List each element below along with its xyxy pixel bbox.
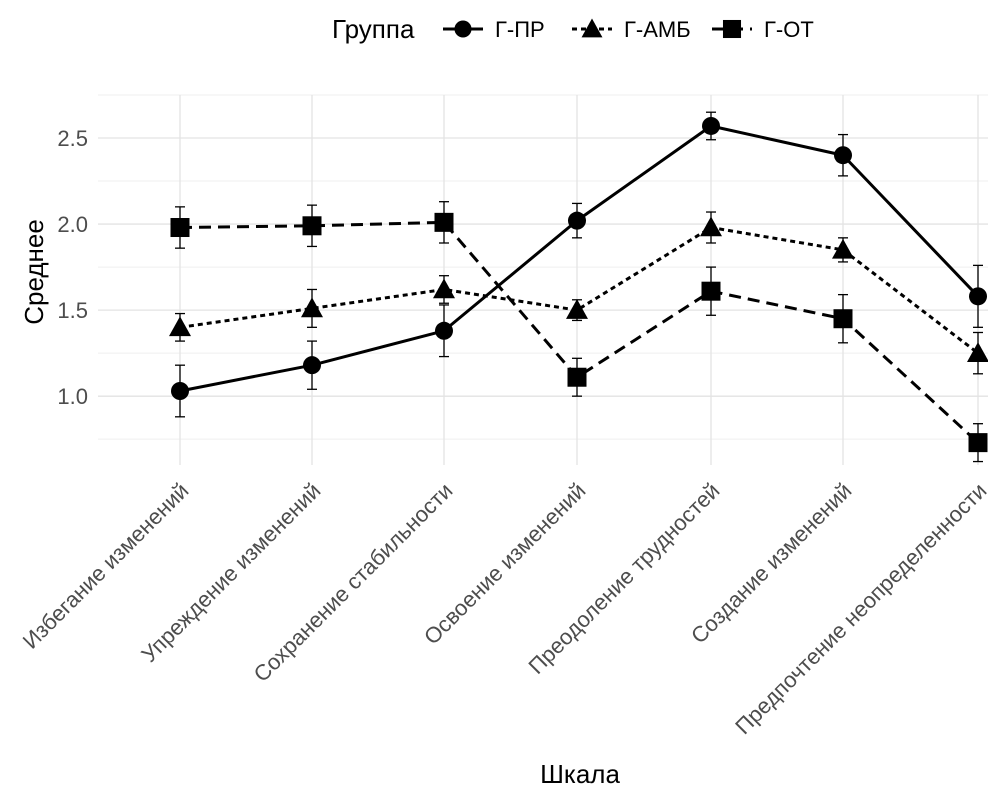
y-tick-label: 1.0 [57,384,88,409]
y-tick-label: 2.5 [57,126,88,151]
marker-square [833,309,853,329]
legend-item: Г-ПР [443,17,545,42]
marker-square [170,218,190,238]
marker-triangle [301,297,323,318]
marker-circle [303,356,321,375]
marker-triangle [832,238,854,259]
y-axis-ticks: 1.0 1.5 2.0 2.5 [57,126,88,409]
marker-triangle [967,342,988,362]
marker-circle [568,211,586,230]
legend-label: Г-ПР [495,17,545,42]
y-tick-label: 2.0 [57,212,88,237]
marker-square [722,19,742,39]
x-tick-label: Предпочтение неопределенности [730,478,988,739]
marker-square [302,216,322,236]
marker-circle [969,287,987,306]
marker-circle [834,146,852,165]
series-line [179,124,980,393]
legend-label: Г-АМБ [624,17,691,42]
series-3 [170,201,988,463]
marker-triangle [700,216,722,237]
x-axis-title: Шкала [540,759,620,787]
marker-circle [702,116,720,135]
marker-square [567,367,587,387]
marker-square [434,212,454,232]
series-1 [171,111,987,418]
series-line [179,220,980,444]
marker-square [968,433,988,453]
marker-triangle [581,18,603,38]
marker-triangle [433,278,455,299]
series-2 [169,211,988,375]
marker-circle [171,382,189,400]
marker-triangle [566,299,588,319]
marker-square [701,281,721,301]
legend-label: Г-ОТ [764,17,814,42]
series-group [169,111,988,463]
grid [98,94,988,465]
legend-title: Группа [332,14,415,44]
legend: Группа Г-ПР Г-АМБ Г-ОТ [332,14,814,44]
legend-item: Г-ОТ [712,17,814,42]
marker-circle [454,20,472,38]
marker-circle [435,321,453,340]
marker-triangle [169,316,191,337]
y-axis-title: Среднее [19,219,49,325]
y-tick-label: 1.5 [57,298,88,323]
legend-item: Г-АМБ [572,17,691,42]
